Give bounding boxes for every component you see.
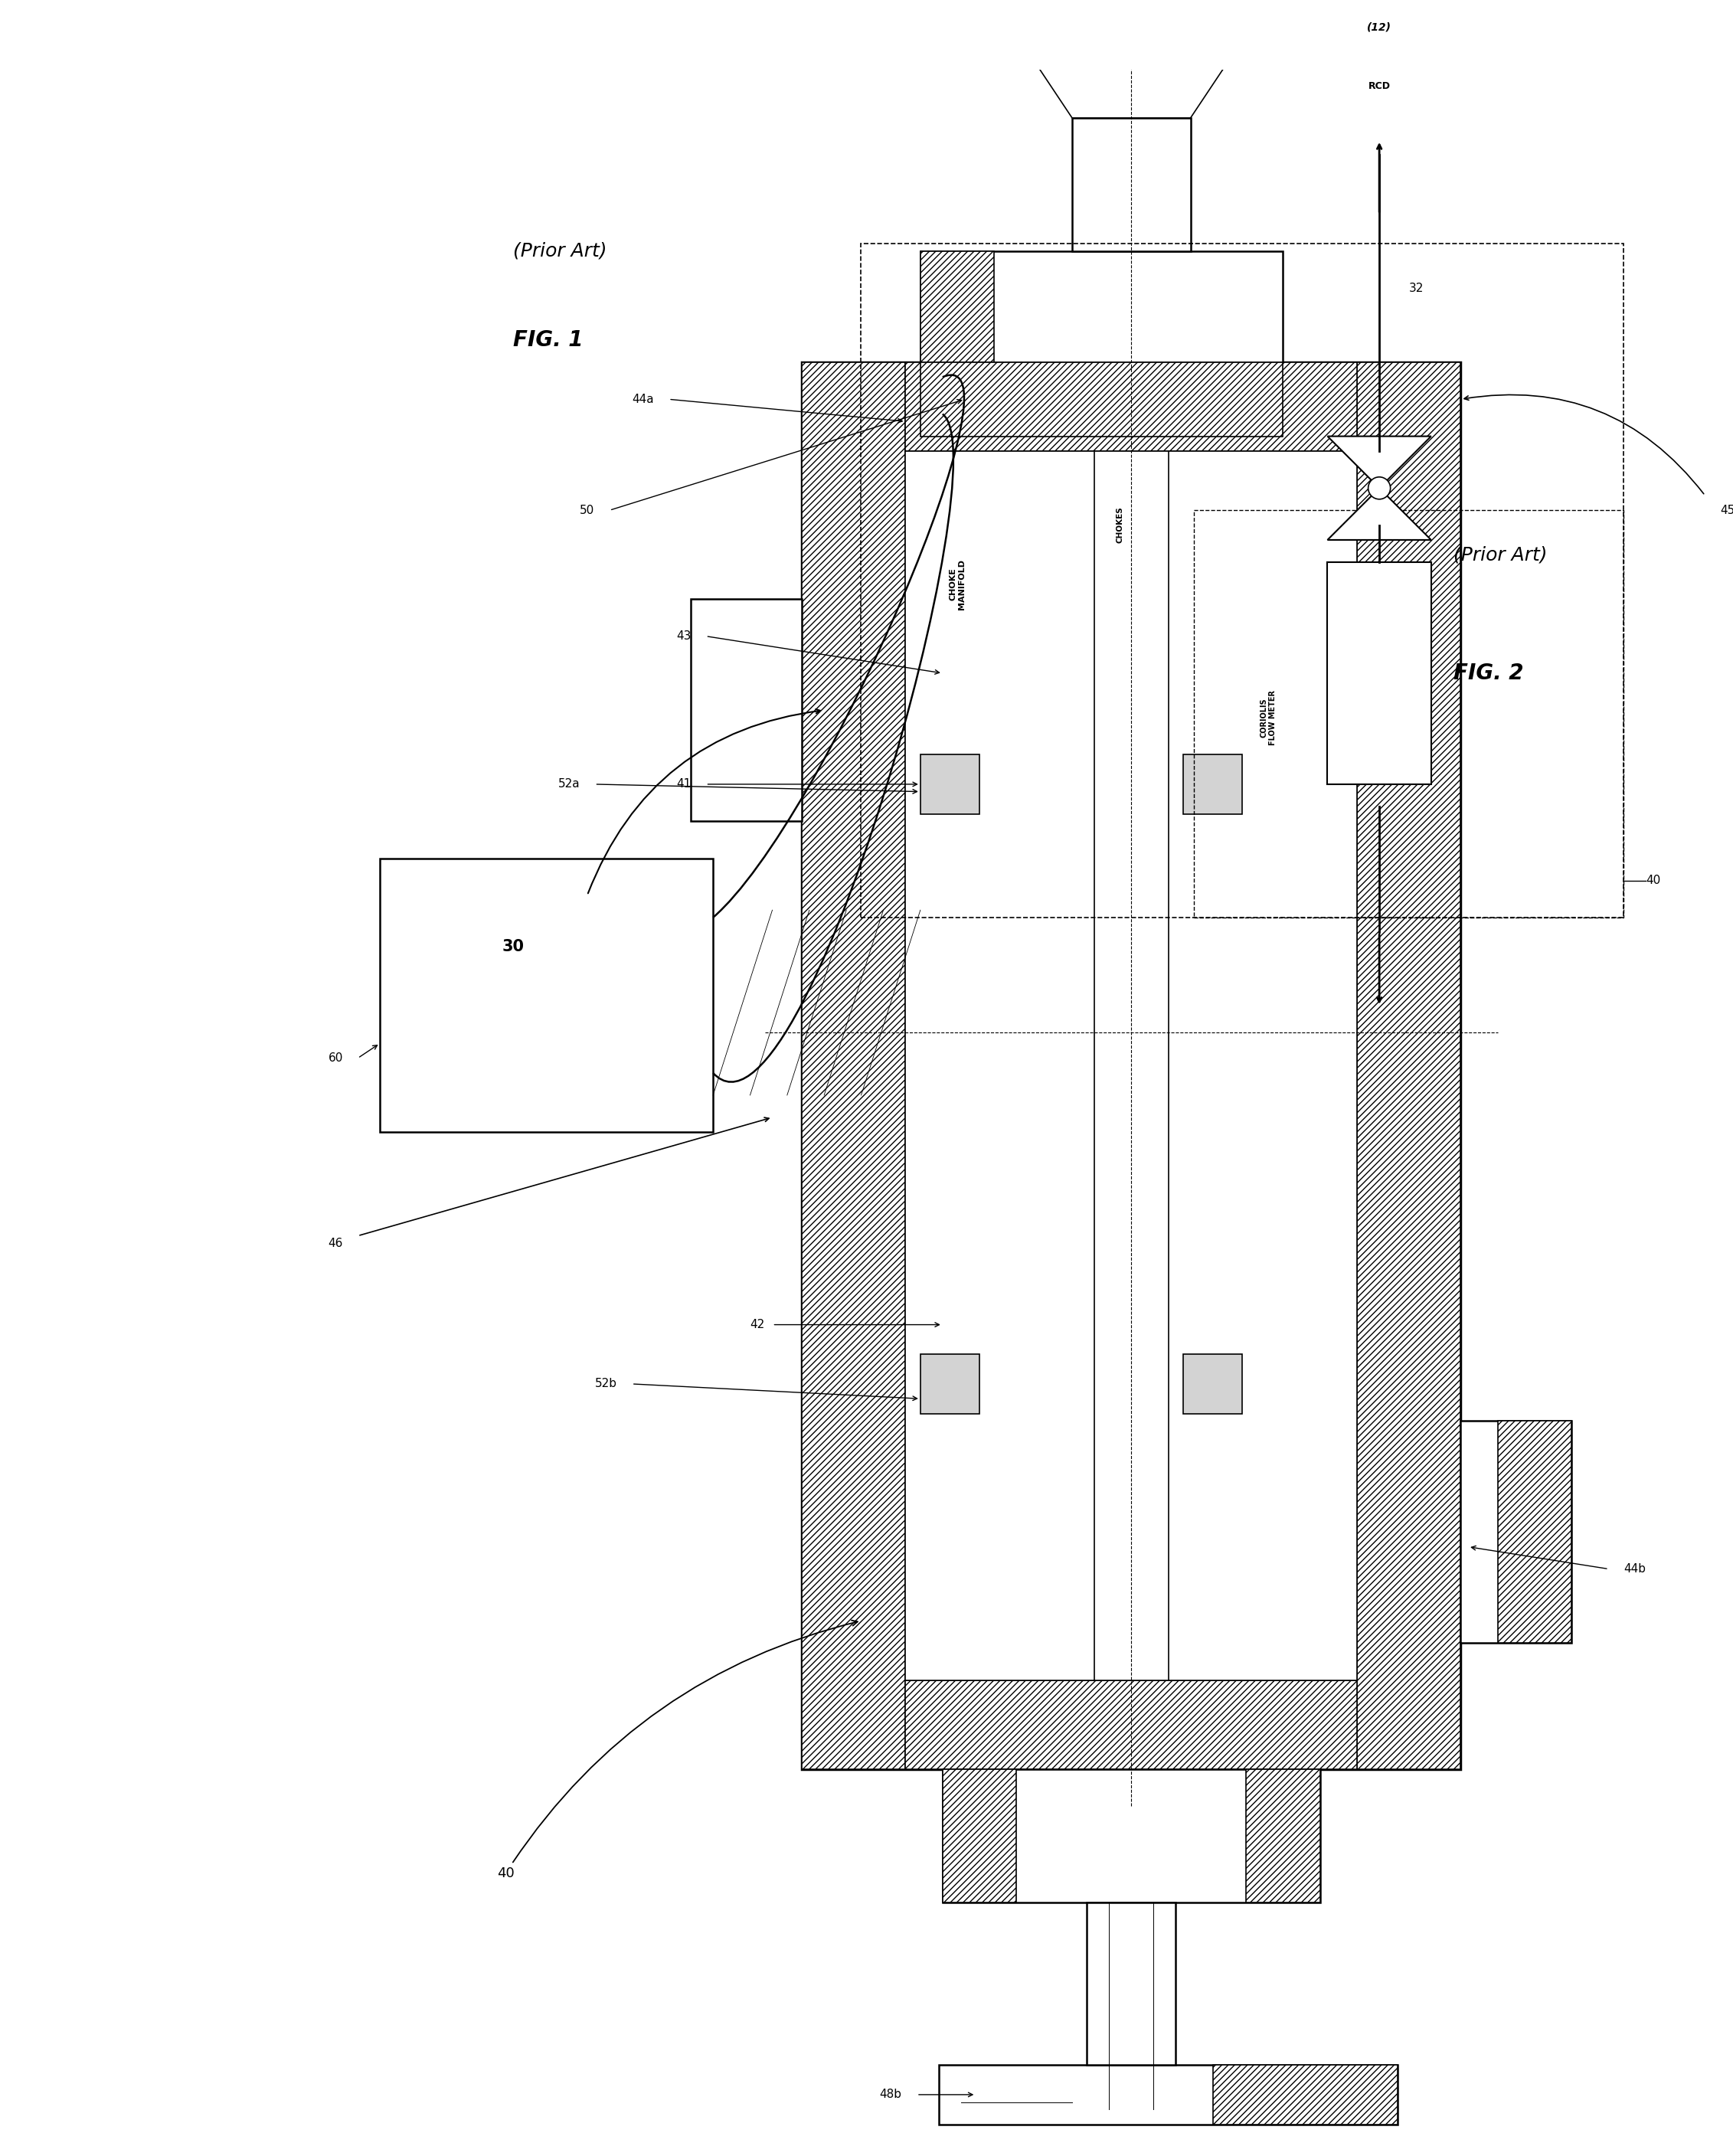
Bar	[380, 858, 712, 1132]
Bar	[1184, 755, 1243, 813]
Text: CHOKES: CHOKES	[1116, 507, 1125, 543]
Circle shape	[1369, 476, 1390, 500]
Bar	[943, 1768, 1321, 1902]
Bar	[1213, 2065, 1399, 2124]
Text: 48b: 48b	[880, 2089, 901, 2100]
Bar	[906, 451, 1357, 1680]
Bar	[1073, 119, 1191, 252]
Text: (Prior Art): (Prior Art)	[513, 241, 607, 261]
Text: (Prior Art): (Prior Art)	[1454, 545, 1548, 565]
Bar	[1327, 563, 1431, 785]
Bar	[1184, 1354, 1243, 1414]
Bar	[920, 1354, 979, 1414]
Polygon shape	[1012, 28, 1249, 119]
Text: 52a: 52a	[558, 778, 581, 789]
Polygon shape	[1327, 487, 1431, 539]
Bar	[939, 2065, 1399, 2124]
Text: 44b: 44b	[1624, 1563, 1646, 1574]
Text: 43: 43	[676, 630, 691, 642]
Bar	[802, 362, 906, 1768]
Text: 46: 46	[328, 1238, 343, 1248]
Bar	[1497, 1421, 1572, 1643]
Bar	[1246, 1768, 1321, 1902]
Bar	[943, 1768, 1017, 1902]
Text: 40: 40	[1646, 875, 1660, 886]
Text: 50: 50	[581, 505, 594, 515]
Bar	[861, 244, 1624, 918]
Bar	[920, 252, 1282, 362]
Text: CHOKE
MANIFOLD: CHOKE MANIFOLD	[950, 558, 965, 610]
Text: CORIOLIS
FLOW METER: CORIOLIS FLOW METER	[1260, 690, 1277, 746]
Text: 30: 30	[503, 940, 525, 955]
Text: 52b: 52b	[594, 1378, 617, 1391]
Bar	[906, 1680, 1357, 1768]
Bar	[849, 0, 1412, 28]
Bar	[802, 362, 1461, 1768]
Bar	[1357, 362, 1461, 1768]
Bar	[1194, 511, 1624, 918]
Bar	[1087, 1902, 1175, 2065]
Text: 45: 45	[1719, 505, 1733, 515]
Text: 44a: 44a	[633, 395, 653, 405]
Text: (12): (12)	[1367, 22, 1392, 32]
Text: RCD: RCD	[1369, 82, 1390, 91]
Text: 41: 41	[676, 778, 691, 789]
Text: 60: 60	[328, 1052, 343, 1063]
Text: 42: 42	[750, 1319, 764, 1330]
Bar	[906, 362, 1357, 451]
Bar	[920, 755, 979, 813]
Text: 40: 40	[497, 1621, 858, 1880]
Text: FIG. 2: FIG. 2	[1454, 662, 1523, 683]
Text: 32: 32	[1409, 282, 1425, 293]
Polygon shape	[1327, 436, 1431, 487]
Bar	[691, 599, 802, 821]
Text: FIG. 1: FIG. 1	[513, 330, 584, 351]
Bar	[920, 362, 1282, 436]
Bar	[1461, 1421, 1572, 1643]
Bar	[920, 252, 995, 362]
